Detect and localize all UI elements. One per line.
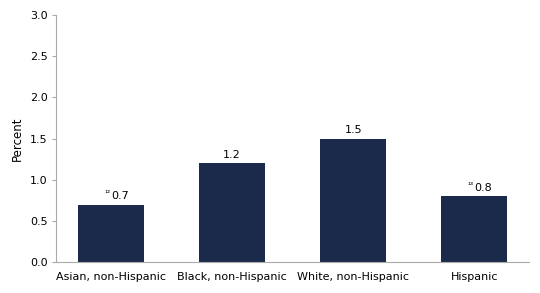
Bar	[320, 139, 387, 262]
Text: ¹³: ¹³	[468, 181, 474, 190]
Text: 0.7: 0.7	[111, 191, 129, 201]
Bar	[199, 163, 266, 262]
Text: 0.8: 0.8	[474, 183, 492, 193]
Bar	[78, 205, 145, 262]
Y-axis label: Percent: Percent	[11, 116, 24, 161]
Text: ¹²: ¹²	[104, 189, 111, 198]
Text: 1.5: 1.5	[345, 125, 362, 135]
Bar	[441, 196, 508, 262]
Text: 1.2: 1.2	[224, 150, 241, 160]
